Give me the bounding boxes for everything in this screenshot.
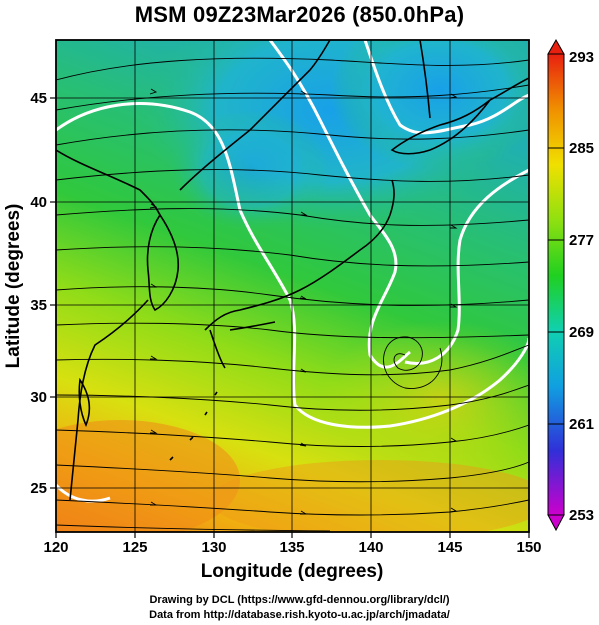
y-tick-labels: 25 30 35 40 45 bbox=[30, 90, 47, 497]
colorbar-label: 253 bbox=[569, 507, 594, 524]
credit-drawing: Drawing by DCL (https://www.gfd-dennou.o… bbox=[149, 594, 450, 606]
colorbar-label: 261 bbox=[569, 416, 594, 433]
colorbar-top-arrow bbox=[547, 38, 565, 55]
y-tick-label: 40 bbox=[30, 194, 47, 211]
colorbar-label: 269 bbox=[569, 324, 594, 341]
colorbar-labels: 293 285 277 269 261 253 bbox=[569, 49, 594, 524]
colorbar-bottom-arrow bbox=[547, 514, 565, 532]
temperature-field bbox=[56, 40, 529, 532]
colorbar bbox=[547, 38, 565, 532]
streamlines bbox=[56, 57, 529, 532]
colorbar-label: 285 bbox=[569, 140, 594, 157]
y-tick-label: 45 bbox=[30, 90, 47, 107]
y-tick-label: 35 bbox=[30, 297, 47, 314]
x-tick-label: 150 bbox=[516, 539, 541, 556]
x-tick-labels: 120 125 130 135 140 145 150 bbox=[43, 539, 541, 556]
x-tick-label: 125 bbox=[122, 539, 147, 556]
y-axis-title: Latitude (degrees) bbox=[3, 204, 24, 369]
colorbar-label: 277 bbox=[569, 232, 594, 249]
x-tick-label: 140 bbox=[358, 539, 383, 556]
credit-data-source: Data from http://database.rish.kyoto-u.a… bbox=[149, 609, 450, 621]
credits: Drawing by DCL (https://www.gfd-dennou.o… bbox=[0, 593, 599, 623]
colorbar-label: 293 bbox=[569, 49, 594, 66]
x-tick-label: 135 bbox=[279, 539, 304, 556]
x-tick-label: 120 bbox=[43, 539, 68, 556]
x-tick-label: 145 bbox=[437, 539, 462, 556]
y-tick-label: 30 bbox=[30, 389, 47, 406]
tick-marks bbox=[50, 97, 530, 538]
map-title: MSM 09Z23Mar2026 (850.0hPa) bbox=[134, 2, 465, 27]
y-tick-label: 25 bbox=[30, 480, 47, 497]
colorbar-scale bbox=[547, 53, 565, 516]
weather-map: 120 125 130 135 140 145 150 25 30 35 40 … bbox=[3, 38, 594, 582]
grid-lines bbox=[56, 40, 529, 532]
coastlines bbox=[56, 40, 529, 501]
x-tick-label: 130 bbox=[201, 539, 226, 556]
x-axis-title: Longitude (degrees) bbox=[201, 561, 384, 582]
